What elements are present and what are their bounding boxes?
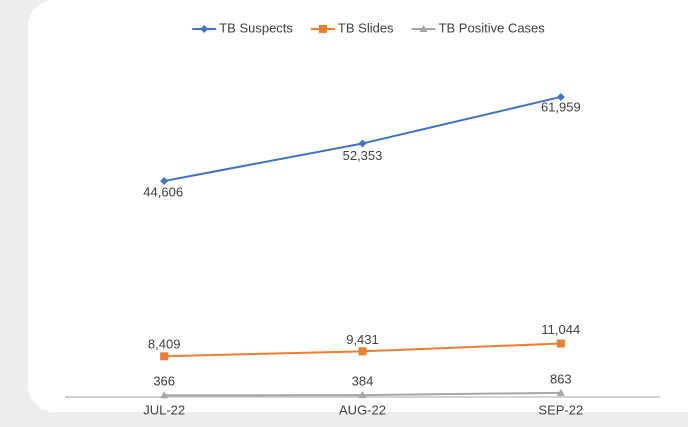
legend: TB Suspects TB Slides TB Positive Cases xyxy=(192,20,545,35)
x-tick-label: JUL-22 xyxy=(143,402,185,417)
legend-marker xyxy=(419,25,428,32)
marker xyxy=(358,347,367,356)
legend-marker xyxy=(318,25,327,33)
data-label: 8,409 xyxy=(148,337,181,352)
chart-panel xyxy=(28,0,688,412)
data-label: 52,353 xyxy=(343,148,383,163)
x-tick-label: SEP-22 xyxy=(538,402,583,417)
marker xyxy=(556,92,565,101)
legend-label: TB Positive Cases xyxy=(439,20,546,35)
data-label: 61,959 xyxy=(541,99,581,114)
legend-label: TB Slides xyxy=(338,20,394,35)
marker xyxy=(556,339,565,348)
data-label: 9,431 xyxy=(346,332,379,347)
marker xyxy=(358,139,367,148)
data-label: 384 xyxy=(352,374,374,389)
legend-label: TB Suspects xyxy=(219,20,293,35)
data-label: 366 xyxy=(153,374,175,389)
marker xyxy=(556,388,565,396)
data-label: 44,606 xyxy=(143,184,183,199)
x-tick-label: AUG-22 xyxy=(339,402,386,417)
marker xyxy=(160,391,169,399)
data-label: 863 xyxy=(550,371,572,386)
marker xyxy=(358,391,367,399)
marker xyxy=(160,352,169,361)
marker xyxy=(160,176,169,185)
legend-marker xyxy=(200,25,209,33)
data-label: 11,044 xyxy=(541,322,580,337)
